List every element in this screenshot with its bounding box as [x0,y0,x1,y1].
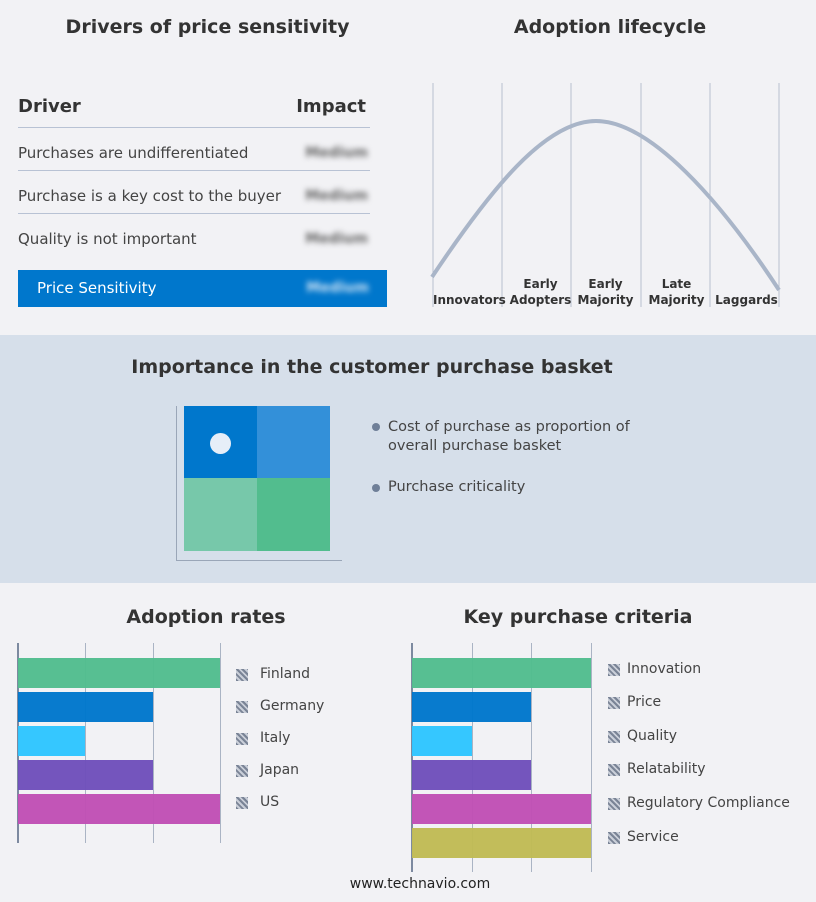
basket-legend-item: Cost of purchase as proportion of overal… [388,419,630,454]
bar [412,760,532,790]
summary-impact: Medium [306,280,369,296]
bar [18,692,153,722]
drivers-title: Drivers of price sensitivity [65,16,350,38]
summary-label: Price Sensitivity [37,279,157,297]
matrix-cell [257,406,330,478]
stage-label: Laggards [715,293,778,307]
driver-label: Purchase is a key cost to the buyer [18,187,282,205]
legend-label: Price [627,694,662,710]
legend-label: US [260,794,280,810]
legend-swatch-icon [608,731,620,743]
legend-swatch-icon [608,764,620,776]
legend-label: Quality [627,728,678,744]
axis-line [411,643,413,872]
bar [18,658,220,688]
impact-value: Medium [305,145,368,161]
bullet-icon [372,423,380,431]
legend-swatch-icon [236,701,248,713]
bar [412,692,532,722]
legend-swatch-icon [236,669,248,681]
basket-title: Importance in the customer purchase bask… [131,356,613,378]
legend-swatch-icon [236,733,248,745]
matrix-cell [257,478,330,551]
driver-col-header: Driver [18,96,81,117]
stage-label: Early Adopters [509,277,572,307]
driver-label: Purchases are undifferentiated [18,144,249,162]
gridline [531,643,533,872]
driver-row: Purchases are undifferentiated Medium [18,128,370,171]
legend-label: Innovation [627,661,702,677]
position-marker [210,433,231,454]
price-sensitivity-summary: Price Sensitivity Medium [18,270,387,307]
legend-label: Relatability [627,761,706,777]
gridline [471,643,473,872]
basket-axes [176,406,342,561]
legend-swatch-icon [608,664,620,676]
adoption-rates-title: Adoption rates [126,606,286,628]
legend-swatch-icon [608,697,620,709]
legend-label: Germany [260,698,325,714]
stage-label: Early Majority [577,277,634,307]
basket-section [0,335,816,583]
bar [412,828,591,858]
bar [412,794,591,824]
legend-label: Service [627,829,679,845]
lifecycle-title: Adoption lifecycle [513,16,707,38]
bar [412,658,591,688]
legend-label: Finland [260,666,311,682]
bar [18,794,220,824]
driver-row: Purchase is a key cost to the buyer Mediu… [18,171,370,214]
matrix-cell [184,478,257,551]
footer-url: www.technavio.com [349,876,491,892]
gridline [152,643,154,843]
impact-value: Medium [305,231,368,247]
driver-label: Quality is not important [18,230,197,248]
drivers-header: Driver Impact [18,96,370,128]
basket-legend-item: Purchase criticality [388,479,526,495]
legend-swatch-icon [608,798,620,810]
legend-swatch-icon [608,832,620,844]
gridline [591,643,592,872]
bar [412,726,472,756]
gridline [85,643,87,843]
bullet-icon [372,484,380,492]
kpc-title: Key purchase criteria [463,606,693,628]
adoption-curve [430,118,781,292]
stage-label: Innovators [433,293,506,307]
legend-swatch-icon [236,797,248,809]
lifecycle-chart [430,83,781,307]
impact-value: Medium [305,188,368,204]
bar [18,760,153,790]
impact-col-header: Impact [296,96,366,117]
legend-swatch-icon [236,765,248,777]
legend-label: Japan [260,762,300,778]
stage-label: Late Majority [648,277,705,307]
legend-label: Italy [260,730,291,746]
driver-row: Quality is not important Medium [18,214,370,257]
legend-label: Regulatory Compliance [627,795,790,811]
bar [18,726,86,756]
gridline [220,643,221,843]
